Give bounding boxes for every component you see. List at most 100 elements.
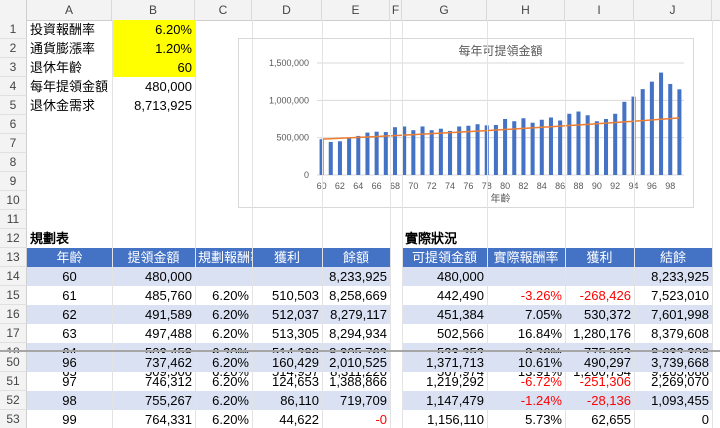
param-label[interactable]: 投資報酬率 [30,22,96,37]
actual-cell[interactable]: -28,136 [565,391,634,410]
actual-table-title[interactable]: 實際狀況 [405,231,458,246]
actual-cell[interactable]: -268,426 [579,288,631,303]
actual-cell[interactable]: 1,156,110 [427,412,484,427]
plan-header[interactable]: 年齡 [27,248,112,267]
plan-cell[interactable]: 512,037 [252,305,322,324]
actual-cell[interactable]: 1,371,713 [402,353,487,372]
row-header[interactable]: 50 [0,353,27,372]
plan-cell[interactable] [252,267,322,286]
param-label[interactable]: 每年提領金額 [30,79,109,94]
plan-cell[interactable]: 62 [27,305,112,324]
row-header[interactable]: 53 [0,410,27,428]
row-header[interactable]: 2 [0,39,27,58]
param-value[interactable]: 8,713,925 [134,98,192,113]
actual-cell[interactable]: 3,739,668 [634,353,712,372]
actual-cell[interactable] [487,267,565,286]
param-value[interactable]: 6.20% [112,20,195,39]
actual-cell[interactable]: 480,000 [402,267,487,286]
plan-cell[interactable]: 60 [27,267,112,286]
row-header[interactable]: 16 [0,305,27,324]
row-header[interactable]: 6 [0,115,27,134]
plan-cell[interactable]: 764,331 [145,412,192,427]
actual-cell[interactable]: 1,280,176 [573,326,631,341]
plan-cell[interactable]: 6.20% [212,288,249,303]
plan-header[interactable]: 規劃報酬率 [195,248,263,267]
plan-cell[interactable]: 737,462 [112,353,195,372]
plan-cell[interactable]: 497,488 [145,326,192,341]
actual-cell[interactable]: 1,219,292 [426,374,484,389]
actual-cell[interactable]: 7.05% [487,305,565,324]
column-header-d[interactable]: D [252,0,322,20]
plan-cell[interactable]: 8,279,117 [322,305,390,324]
plan-table-title[interactable]: 規劃表 [30,231,70,246]
row-header[interactable]: 11 [0,210,27,229]
plan-cell[interactable]: 99 [62,412,77,427]
select-all-corner[interactable] [0,0,27,20]
row-header[interactable]: 17 [0,324,27,343]
row-header[interactable]: 52 [0,391,27,410]
actual-cell[interactable]: 5.73% [525,412,562,427]
plan-cell[interactable]: 746,312 [145,374,192,389]
column-header-b[interactable]: B [112,0,195,20]
column-header-c[interactable]: C [195,0,252,20]
actual-header[interactable]: 可提領金額 [402,248,487,267]
column-header-g[interactable]: G [402,0,487,20]
actual-cell[interactable]: 490,297 [565,353,634,372]
plan-cell[interactable]: 719,709 [322,391,390,410]
row-header[interactable]: 4 [0,77,27,96]
plan-cell[interactable]: 755,267 [112,391,195,410]
actual-cell[interactable]: -6.72% [520,374,562,389]
actual-cell[interactable]: 2,269,070 [651,374,709,389]
plan-cell[interactable]: 6.20% [212,412,249,427]
actual-cell[interactable]: 502,566 [437,326,484,341]
column-header-f[interactable]: F [390,0,402,20]
actual-cell[interactable]: 1,147,479 [402,391,487,410]
actual-cell[interactable]: 8,379,608 [651,326,709,341]
plan-cell[interactable]: 61 [62,288,77,303]
actual-header[interactable]: 結餘 [634,248,712,267]
actual-cell[interactable]: -3.26% [520,288,562,303]
plan-cell[interactable]: 1,388,866 [329,374,387,389]
plan-cell[interactable]: 6.20% [195,305,252,324]
actual-cell[interactable]: 16.84% [517,326,562,341]
row-header[interactable]: 1 [0,20,27,39]
plan-cell[interactable]: 485,760 [145,288,192,303]
actual-cell[interactable]: -251,306 [579,374,631,389]
actual-cell[interactable]: 8,233,925 [634,267,712,286]
row-header[interactable]: 15 [0,286,27,305]
chart-area[interactable]: 每年可提領金額 0 500,000 1,000,000 1,500,000 60 62 64 6… [238,38,694,208]
actual-cell[interactable]: 530,372 [565,305,634,324]
row-header[interactable]: 9 [0,172,27,191]
plan-cell[interactable]: 510,503 [272,288,319,303]
plan-cell[interactable]: 160,429 [252,353,322,372]
plan-header[interactable]: 獲利 [252,248,322,267]
plan-cell[interactable]: 8,233,925 [322,267,390,286]
column-header-h[interactable]: H [487,0,565,20]
row-header[interactable]: 5 [0,96,27,115]
actual-cell[interactable]: -1.24% [487,391,565,410]
plan-cell[interactable]: 86,110 [252,391,322,410]
row-header[interactable]: 3 [0,58,27,77]
plan-cell[interactable]: 98 [27,391,112,410]
actual-cell[interactable]: 10.61% [487,353,565,372]
actual-cell[interactable]: 442,490 [437,288,484,303]
plan-cell[interactable]: 44,622 [279,412,319,427]
row-header[interactable]: 10 [0,191,27,210]
actual-header[interactable]: 獲利 [565,248,634,267]
plan-cell[interactable]: 491,589 [112,305,195,324]
plan-cell[interactable]: 6.20% [195,353,252,372]
plan-header[interactable]: 餘額 [322,248,390,267]
param-label[interactable]: 退休金需求 [30,98,96,113]
column-header-j[interactable]: J [634,0,712,20]
plan-cell[interactable]: 63 [62,326,77,341]
column-header-e[interactable]: E [322,0,390,20]
actual-cell[interactable]: 7,601,998 [634,305,712,324]
actual-header[interactable]: 實際報酬率 [487,248,565,267]
plan-cell[interactable] [195,267,252,286]
actual-cell[interactable] [565,267,634,286]
param-value[interactable]: 60 [112,58,195,77]
column-header-a[interactable]: A [27,0,112,20]
column-header-i[interactable]: I [565,0,634,20]
param-value[interactable]: 1.20% [112,39,195,58]
plan-cell[interactable]: 8,258,669 [329,288,387,303]
